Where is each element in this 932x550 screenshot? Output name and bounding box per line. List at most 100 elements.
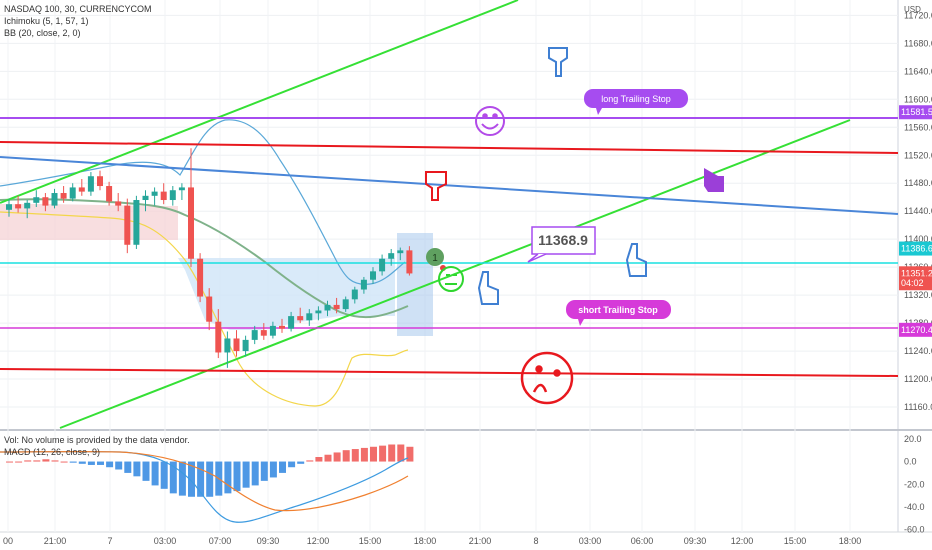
candle[interactable] (379, 254, 386, 276)
candlestick-series[interactable] (6, 148, 413, 368)
macd-tick: -60.0 (904, 525, 925, 535)
candle[interactable] (215, 309, 222, 359)
candle[interactable] (306, 309, 313, 326)
hand-point-up-icon[interactable] (625, 243, 647, 277)
time-tick: 12:00 (307, 536, 330, 546)
candle[interactable] (33, 190, 40, 208)
time-tick: 07:00 (209, 536, 232, 546)
macd-bar (297, 461, 305, 464)
price-tick: 11600.0 (904, 94, 932, 104)
resistance-line-red[interactable] (0, 141, 899, 154)
candle[interactable] (115, 193, 122, 212)
candle[interactable] (406, 246, 413, 276)
candle[interactable] (206, 288, 213, 331)
smiley-happy-icon[interactable] (475, 106, 505, 136)
candle[interactable] (297, 307, 304, 324)
short-stop-label: short Trailing Stop (578, 305, 658, 315)
price-tick: 11240.0 (904, 346, 932, 356)
macd-bar (78, 461, 86, 464)
price-tick: 11560.0 (904, 122, 932, 132)
candle[interactable] (351, 286, 358, 304)
candle[interactable] (51, 188, 58, 209)
trend-line-blue[interactable] (0, 156, 899, 215)
bb-upper-line (0, 119, 406, 285)
candle[interactable] (6, 198, 12, 217)
marker-number: 1 (432, 253, 438, 264)
candle[interactable] (260, 323, 267, 340)
candle[interactable] (288, 311, 295, 332)
signal-line (0, 450, 409, 512)
price-marker: 04:02 (899, 276, 932, 291)
macd-bar (251, 461, 259, 486)
candle[interactable] (251, 325, 258, 345)
time-tick: 15:00 (359, 536, 382, 546)
channel-upper-line[interactable] (0, 0, 519, 204)
candle[interactable] (178, 183, 185, 201)
price-tick: 11640.0 (904, 66, 932, 76)
smiley-neutral-icon[interactable] (438, 266, 464, 292)
smiley-sad-icon[interactable] (520, 351, 574, 405)
candle[interactable] (87, 172, 94, 196)
candle[interactable] (24, 200, 31, 219)
candle[interactable] (69, 183, 76, 202)
macd-bar (269, 461, 277, 478)
candle[interactable] (342, 296, 349, 312)
time-tick: 00 (3, 536, 13, 546)
macd-axis-labels: 20.0 0.0 -20.0 -40.0 -60.0 (904, 434, 925, 535)
macd-bar (224, 461, 232, 494)
candle[interactable] (397, 247, 404, 261)
candle[interactable] (133, 195, 140, 249)
svg-text:11270.4: 11270.4 (901, 325, 932, 335)
candle[interactable] (360, 276, 367, 294)
candle[interactable] (42, 193, 49, 212)
candle[interactable] (279, 318, 285, 333)
long-stop-label: long Trailing Stop (601, 94, 671, 104)
support-line-red[interactable] (0, 368, 899, 377)
candle[interactable] (15, 195, 22, 213)
candle[interactable] (151, 187, 158, 206)
svg-text:11386.6: 11386.6 (901, 244, 932, 254)
candle[interactable] (242, 335, 249, 357)
price-marker: 11581.5 (899, 105, 932, 120)
hand-point-down-red-icon[interactable] (425, 171, 447, 201)
macd-bar (151, 461, 159, 486)
candle[interactable] (197, 253, 204, 303)
price-callout[interactable]: 11368.9 (527, 226, 596, 263)
symbol-legend: NASDAQ 100, 30, CURRENCYCOM (4, 4, 152, 14)
candle[interactable] (160, 183, 167, 205)
candle[interactable] (224, 331, 231, 368)
macd-bar (160, 461, 168, 489)
short-stop-callout[interactable]: short Trailing Stop (566, 300, 671, 326)
hand-point-up-icon-2[interactable] (477, 271, 499, 305)
macd-bar (115, 461, 123, 470)
macd-bar (87, 461, 95, 465)
hand-point-down-icon[interactable] (548, 47, 568, 77)
candle[interactable] (106, 181, 113, 206)
candle[interactable] (169, 186, 176, 206)
price-axis-labels: 11720.0 11680.0 11640.0 11600.0 11560.0 11520… (904, 10, 932, 412)
time-tick: 21:00 (44, 536, 67, 546)
candle[interactable] (324, 300, 331, 317)
ichimoku-legend: Ichimoku (5, 1, 57, 1) (4, 16, 89, 26)
candle[interactable] (78, 179, 85, 196)
price-marker: 11386.6 (899, 241, 932, 256)
candle[interactable] (188, 148, 194, 268)
candle[interactable] (233, 330, 240, 357)
candle[interactable] (315, 306, 322, 321)
candle[interactable] (60, 186, 67, 203)
candle[interactable] (142, 190, 149, 212)
macd-bar (206, 461, 214, 497)
candle[interactable] (269, 321, 276, 339)
price-tick: 11440.0 (904, 206, 932, 216)
macd-bar (351, 449, 359, 462)
candle[interactable] (388, 248, 395, 266)
candle[interactable] (97, 170, 103, 191)
candle[interactable] (333, 297, 340, 314)
candle[interactable] (370, 267, 376, 284)
macd-pane[interactable] (0, 432, 898, 532)
candle[interactable] (124, 198, 131, 254)
hand-point-right-icon[interactable] (704, 168, 724, 192)
macd-bar (288, 461, 296, 468)
long-stop-callout[interactable]: long Trailing Stop (584, 89, 688, 115)
